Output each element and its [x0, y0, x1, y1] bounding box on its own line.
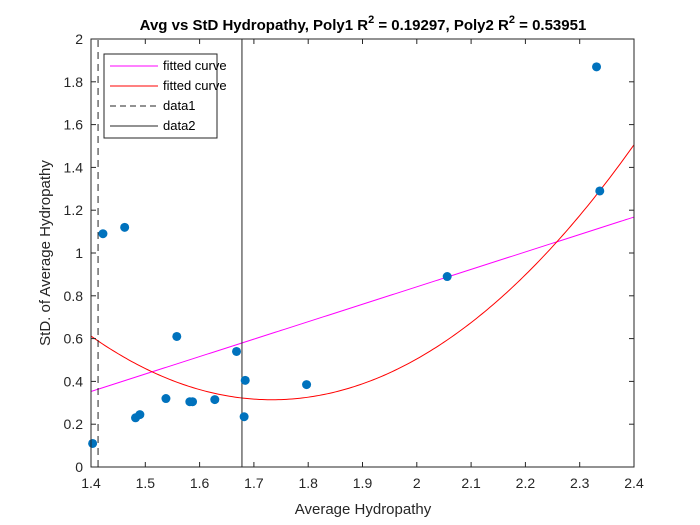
- data-point: [135, 410, 145, 420]
- x-tick-label: 1.6: [190, 475, 210, 491]
- data-point: [210, 395, 220, 405]
- y-tick-label: 2: [75, 31, 83, 47]
- data-point: [88, 438, 98, 448]
- x-axis-label: Average Hydropathy: [295, 501, 432, 518]
- y-axis-label: StD. of Average Hydropathy: [37, 160, 54, 346]
- y-tick-label: 1.4: [64, 159, 84, 175]
- points-layer: [88, 62, 605, 448]
- y-tick-label: 1.8: [64, 74, 84, 90]
- x-tick-label: 2.1: [461, 475, 481, 491]
- x-tick-label: 1.8: [298, 475, 318, 491]
- data-point: [240, 375, 250, 385]
- chart-title: Avg vs StD Hydropathy, Poly1 R2 = 0.1929…: [140, 14, 587, 34]
- legend-label-poly1: fitted curve: [163, 58, 227, 73]
- x-tick-label: 2: [413, 475, 421, 491]
- data-point: [239, 412, 249, 422]
- title-superscript-2: 2: [509, 14, 515, 26]
- y-tick-label: 1.6: [64, 117, 84, 133]
- x-tick-label: 1.4: [81, 475, 101, 491]
- data-point: [98, 229, 108, 239]
- fitted-curve-poly2: [90, 144, 635, 401]
- series-layer: [90, 39, 635, 467]
- legend-label-data2: data2: [163, 118, 196, 133]
- legend-label-poly2: fitted curve: [163, 78, 227, 93]
- data-point: [161, 394, 171, 404]
- data-point: [120, 222, 130, 232]
- x-tick-label: 1.7: [244, 475, 264, 491]
- legend: fitted curve fitted curve data1 data2: [103, 53, 227, 139]
- y-tick-label: 1: [75, 245, 83, 261]
- y-tick-label: 0.2: [64, 416, 84, 432]
- data-point: [442, 272, 452, 282]
- y-tick-label: 0.8: [64, 288, 84, 304]
- legend-label-data1: data1: [163, 98, 196, 113]
- data-point: [232, 346, 242, 356]
- legend-box: [103, 53, 218, 139]
- x-tick-label: 2.3: [570, 475, 590, 491]
- y-tick-label: 0.4: [64, 373, 84, 389]
- y-tick-label: 0.6: [64, 331, 84, 347]
- y-tick-label: 0: [75, 459, 83, 475]
- x-tick-label: 2.2: [516, 475, 536, 491]
- x-tick-label: 2.4: [624, 475, 644, 491]
- data-point: [188, 397, 198, 407]
- ticks-layer: 1.4 1.5 1.6 1.7 1.8 1.9 2 2.1 2.2 2.3 2.4 0 0.2 0.4 0.…: [64, 31, 644, 491]
- fitted-curve-poly1: [90, 216, 635, 392]
- data-point: [592, 62, 602, 72]
- data-point: [302, 380, 312, 390]
- y-tick-label: 1.2: [64, 202, 84, 218]
- data-point: [172, 331, 182, 341]
- x-tick-label: 1.9: [353, 475, 373, 491]
- title-superscript-1: 2: [368, 14, 374, 26]
- data-point: [595, 186, 605, 196]
- x-tick-label: 1.5: [136, 475, 156, 491]
